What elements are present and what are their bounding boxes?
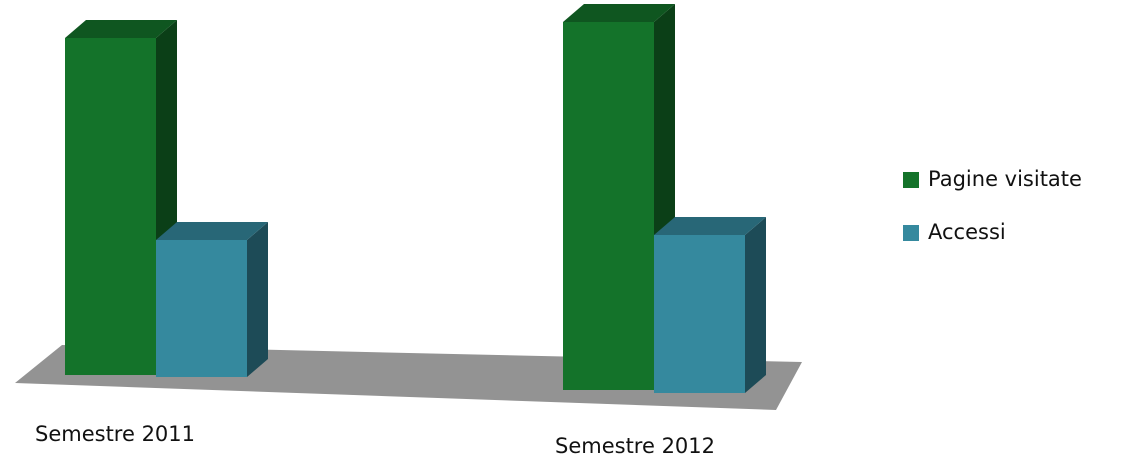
bar-top bbox=[654, 217, 766, 235]
category-label: Semestre 2012 bbox=[555, 434, 715, 458]
bar-top bbox=[563, 4, 675, 22]
bar-side bbox=[745, 217, 766, 393]
legend-swatch bbox=[903, 172, 919, 188]
bar bbox=[654, 235, 745, 393]
bar bbox=[65, 38, 156, 375]
bar bbox=[563, 22, 654, 390]
bar-top bbox=[156, 222, 268, 240]
legend-label: Pagine visitate bbox=[928, 167, 1082, 191]
category-label: Semestre 2011 bbox=[35, 422, 195, 446]
bar bbox=[156, 240, 247, 377]
legend-swatch bbox=[903, 225, 919, 241]
legend-label: Accessi bbox=[928, 220, 1006, 244]
bar-top bbox=[65, 20, 177, 38]
bar-side bbox=[247, 222, 268, 377]
